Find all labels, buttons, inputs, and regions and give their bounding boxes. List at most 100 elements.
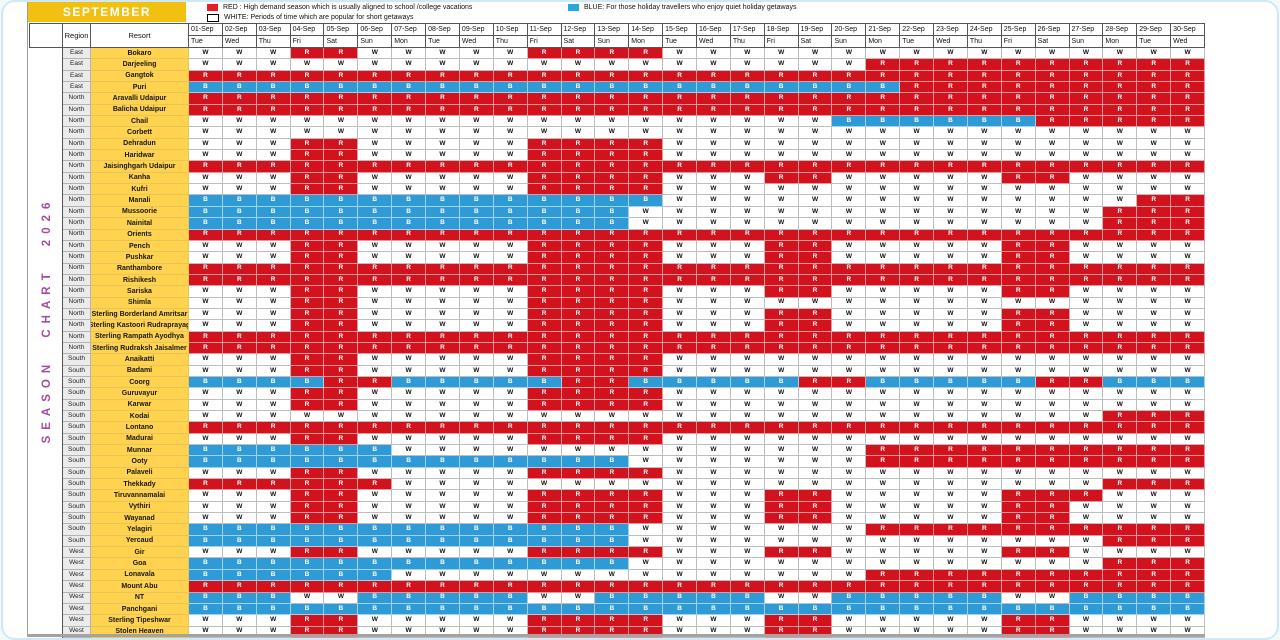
day-header: Thu (730, 36, 765, 48)
season-cell-w: W (1137, 547, 1172, 559)
region-cell: West (63, 615, 91, 627)
season-cell-b: B (290, 376, 325, 389)
season-cell-w: W (392, 354, 427, 366)
season-cell-r: R (426, 70, 460, 83)
season-cell-w: W (798, 184, 833, 196)
season-cell-w: W (866, 195, 901, 207)
season-cell-w: W (1171, 240, 1205, 253)
season-cell-w: W (426, 433, 460, 446)
season-cell-w: W (1171, 399, 1205, 411)
season-cell-r: R (290, 433, 325, 446)
season-cell-b: B (730, 592, 765, 604)
season-cell-w: W (900, 48, 935, 60)
season-cell-w: W (696, 501, 731, 514)
season-cell-r: R (1171, 422, 1205, 434)
season-cell-w: W (1137, 615, 1172, 627)
season-cell-w: W (696, 490, 731, 502)
season-cell-w: W (832, 456, 867, 468)
season-cell-r: R (1137, 331, 1172, 343)
season-cell-r: R (290, 48, 325, 60)
season-cell-r: R (764, 263, 799, 275)
season-cell-r: R (1069, 70, 1104, 83)
season-cell-b: B (730, 82, 765, 94)
season-cell-w: W (595, 479, 630, 491)
season-cell-w: W (189, 127, 223, 139)
season-cell-b: B (527, 524, 562, 536)
season-cell-w: W (1103, 490, 1138, 502)
season-cell-w: W (764, 399, 799, 411)
season-cell-r: R (900, 70, 935, 83)
region-cell: North (63, 127, 91, 139)
season-cell-w: W (493, 150, 528, 162)
season-cell-w: W (1103, 388, 1138, 400)
season-cell-r: R (256, 263, 291, 275)
resort-cell: Kodai (91, 411, 189, 423)
season-cell-w: W (663, 558, 697, 570)
season-cell-b: B (358, 456, 393, 468)
season-cell-r: R (629, 626, 664, 638)
season-cell-b: B (256, 206, 291, 219)
season-cell-w: W (764, 59, 799, 71)
resort-cell: Goa (91, 558, 189, 570)
season-cell-r: R (527, 354, 562, 366)
season-cell-r: R (222, 331, 257, 343)
season-cell-r: R (561, 286, 596, 298)
season-cell-w: W (527, 411, 562, 423)
resort-cell: Nainital (91, 218, 189, 230)
season-cell-w: W (967, 411, 1002, 423)
season-cell-w: W (493, 490, 528, 502)
season-cell-w: W (696, 513, 731, 525)
season-cell-w: W (798, 354, 833, 366)
season-cell-w: W (358, 615, 393, 627)
season-cell-w: W (392, 48, 427, 60)
season-cell-b: B (764, 376, 799, 389)
season-cell-b: B (459, 558, 494, 570)
season-cell-w: W (967, 558, 1002, 570)
season-cell-r: R (189, 70, 223, 83)
season-cell-w: W (290, 592, 325, 604)
season-cell-b: B (256, 376, 291, 389)
season-cell-w: W (967, 535, 1002, 548)
season-cell-w: W (256, 150, 291, 162)
resort-cell: Anaikatti (91, 354, 189, 366)
season-cell-r: R (629, 104, 664, 117)
season-cell-r: R (595, 513, 630, 525)
season-cell-w: W (1103, 626, 1138, 638)
legend-blue: BLUE: For those holiday travellers who e… (568, 3, 796, 13)
season-cell-w: W (866, 501, 901, 514)
season-cell-r: R (324, 547, 359, 559)
season-cell-r: R (290, 138, 325, 151)
season-cell-r: R (900, 82, 935, 94)
season-cell-w: W (1001, 195, 1036, 207)
season-cell-r: R (1171, 558, 1205, 570)
season-cell-r: R (764, 93, 799, 105)
season-cell-w: W (832, 354, 867, 366)
season-cell-w: W (358, 308, 393, 321)
season-cell-r: R (1171, 479, 1205, 491)
season-cell-w: W (358, 513, 393, 525)
day-header: Thu (493, 36, 528, 48)
region-cell: South (63, 388, 91, 400)
season-cell-w: W (392, 286, 427, 298)
season-cell-b: B (256, 82, 291, 94)
season-cell-w: W (900, 467, 935, 480)
season-cell-r: R (1171, 263, 1205, 275)
season-cell-b: B (222, 456, 257, 468)
season-cell-r: R (527, 150, 562, 162)
season-cell-r: R (324, 172, 359, 185)
season-cell-r: R (493, 422, 528, 434)
season-cell-r: R (324, 48, 359, 60)
season-cell-b: B (256, 603, 291, 616)
season-cell-r: R (764, 626, 799, 638)
season-cell-r: R (900, 331, 935, 343)
season-cell-w: W (256, 490, 291, 502)
season-cell-w: W (696, 195, 731, 207)
season-cell-r: R (967, 581, 1002, 593)
season-cell-r: R (493, 331, 528, 343)
season-cell-w: W (426, 547, 460, 559)
season-cell-b: B (256, 195, 291, 207)
season-cell-b: B (663, 376, 697, 389)
season-cell-r: R (967, 82, 1002, 94)
season-cell-w: W (459, 490, 494, 502)
season-cell-b: B (934, 376, 968, 389)
